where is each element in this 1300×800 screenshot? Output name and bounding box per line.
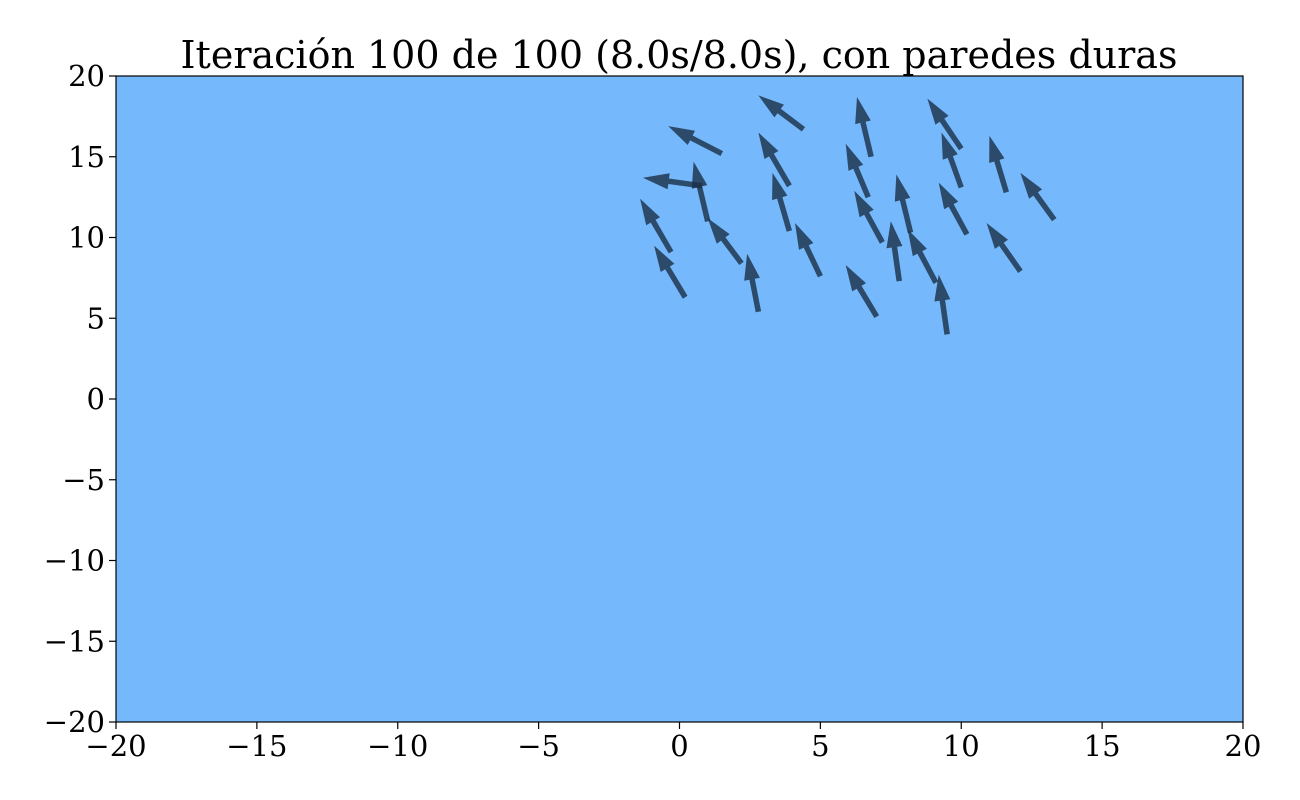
- x-tick-label: −10: [367, 729, 428, 763]
- y-tick-label: 10: [68, 221, 105, 255]
- velocity-arrow: [907, 229, 939, 284]
- y-tick-label: −5: [62, 463, 105, 497]
- x-axis: −20 −15 −10 −5 0 5 10 15 20: [85, 722, 1261, 763]
- velocity-arrow: [642, 173, 703, 190]
- x-tick-label: −20: [85, 729, 146, 763]
- velocity-arrow: [934, 274, 951, 335]
- velocity-arrow: [668, 126, 723, 156]
- velocity-arrow: [654, 245, 688, 299]
- y-tick-label: 20: [68, 59, 105, 93]
- velocity-arrow: [894, 174, 914, 234]
- y-tick-label: 0: [87, 382, 105, 416]
- arrow-layer: [640, 95, 1057, 335]
- velocity-arrow: [989, 135, 1009, 194]
- velocity-arrow: [1020, 172, 1057, 222]
- velocity-arrow: [845, 265, 880, 318]
- y-tick-label: −15: [44, 624, 105, 658]
- velocity-arrow: [941, 132, 964, 189]
- velocity-arrow: [927, 98, 964, 151]
- x-tick-label: −15: [226, 729, 287, 763]
- plot-area: [116, 76, 1243, 722]
- x-tick-label: 20: [1225, 729, 1262, 763]
- velocity-arrow: [986, 223, 1023, 273]
- y-tick-label: −10: [44, 544, 105, 578]
- velocity-arrow: [640, 198, 674, 254]
- y-tick-label: −20: [44, 705, 105, 739]
- x-tick-label: 0: [670, 729, 688, 763]
- velocity-arrow: [758, 132, 792, 188]
- x-tick-label: −5: [517, 729, 560, 763]
- velocity-arrow: [772, 172, 792, 232]
- velocity-arrow: [886, 221, 903, 282]
- velocity-arrow: [854, 190, 885, 244]
- velocity-arrow: [744, 253, 762, 313]
- velocity-arrow: [855, 97, 874, 158]
- x-tick-label: 5: [811, 729, 829, 763]
- velocity-arrow: [845, 143, 871, 199]
- y-axis: −20 −15 −10 −5 0 5 10 15 20: [44, 59, 116, 739]
- y-tick-label: 15: [68, 140, 105, 174]
- velocity-arrow: [795, 223, 823, 278]
- velocity-arrow: [758, 95, 806, 132]
- velocity-arrow: [938, 182, 970, 236]
- velocity-arrow: [707, 218, 744, 265]
- x-tick-label: 15: [1084, 729, 1121, 763]
- x-tick-label: 10: [943, 729, 980, 763]
- chart-title: Iteración 100 de 100 (8.0s/8.0s), con pa…: [181, 33, 1178, 77]
- y-tick-label: 5: [87, 301, 105, 335]
- velocity-arrow: [691, 161, 711, 222]
